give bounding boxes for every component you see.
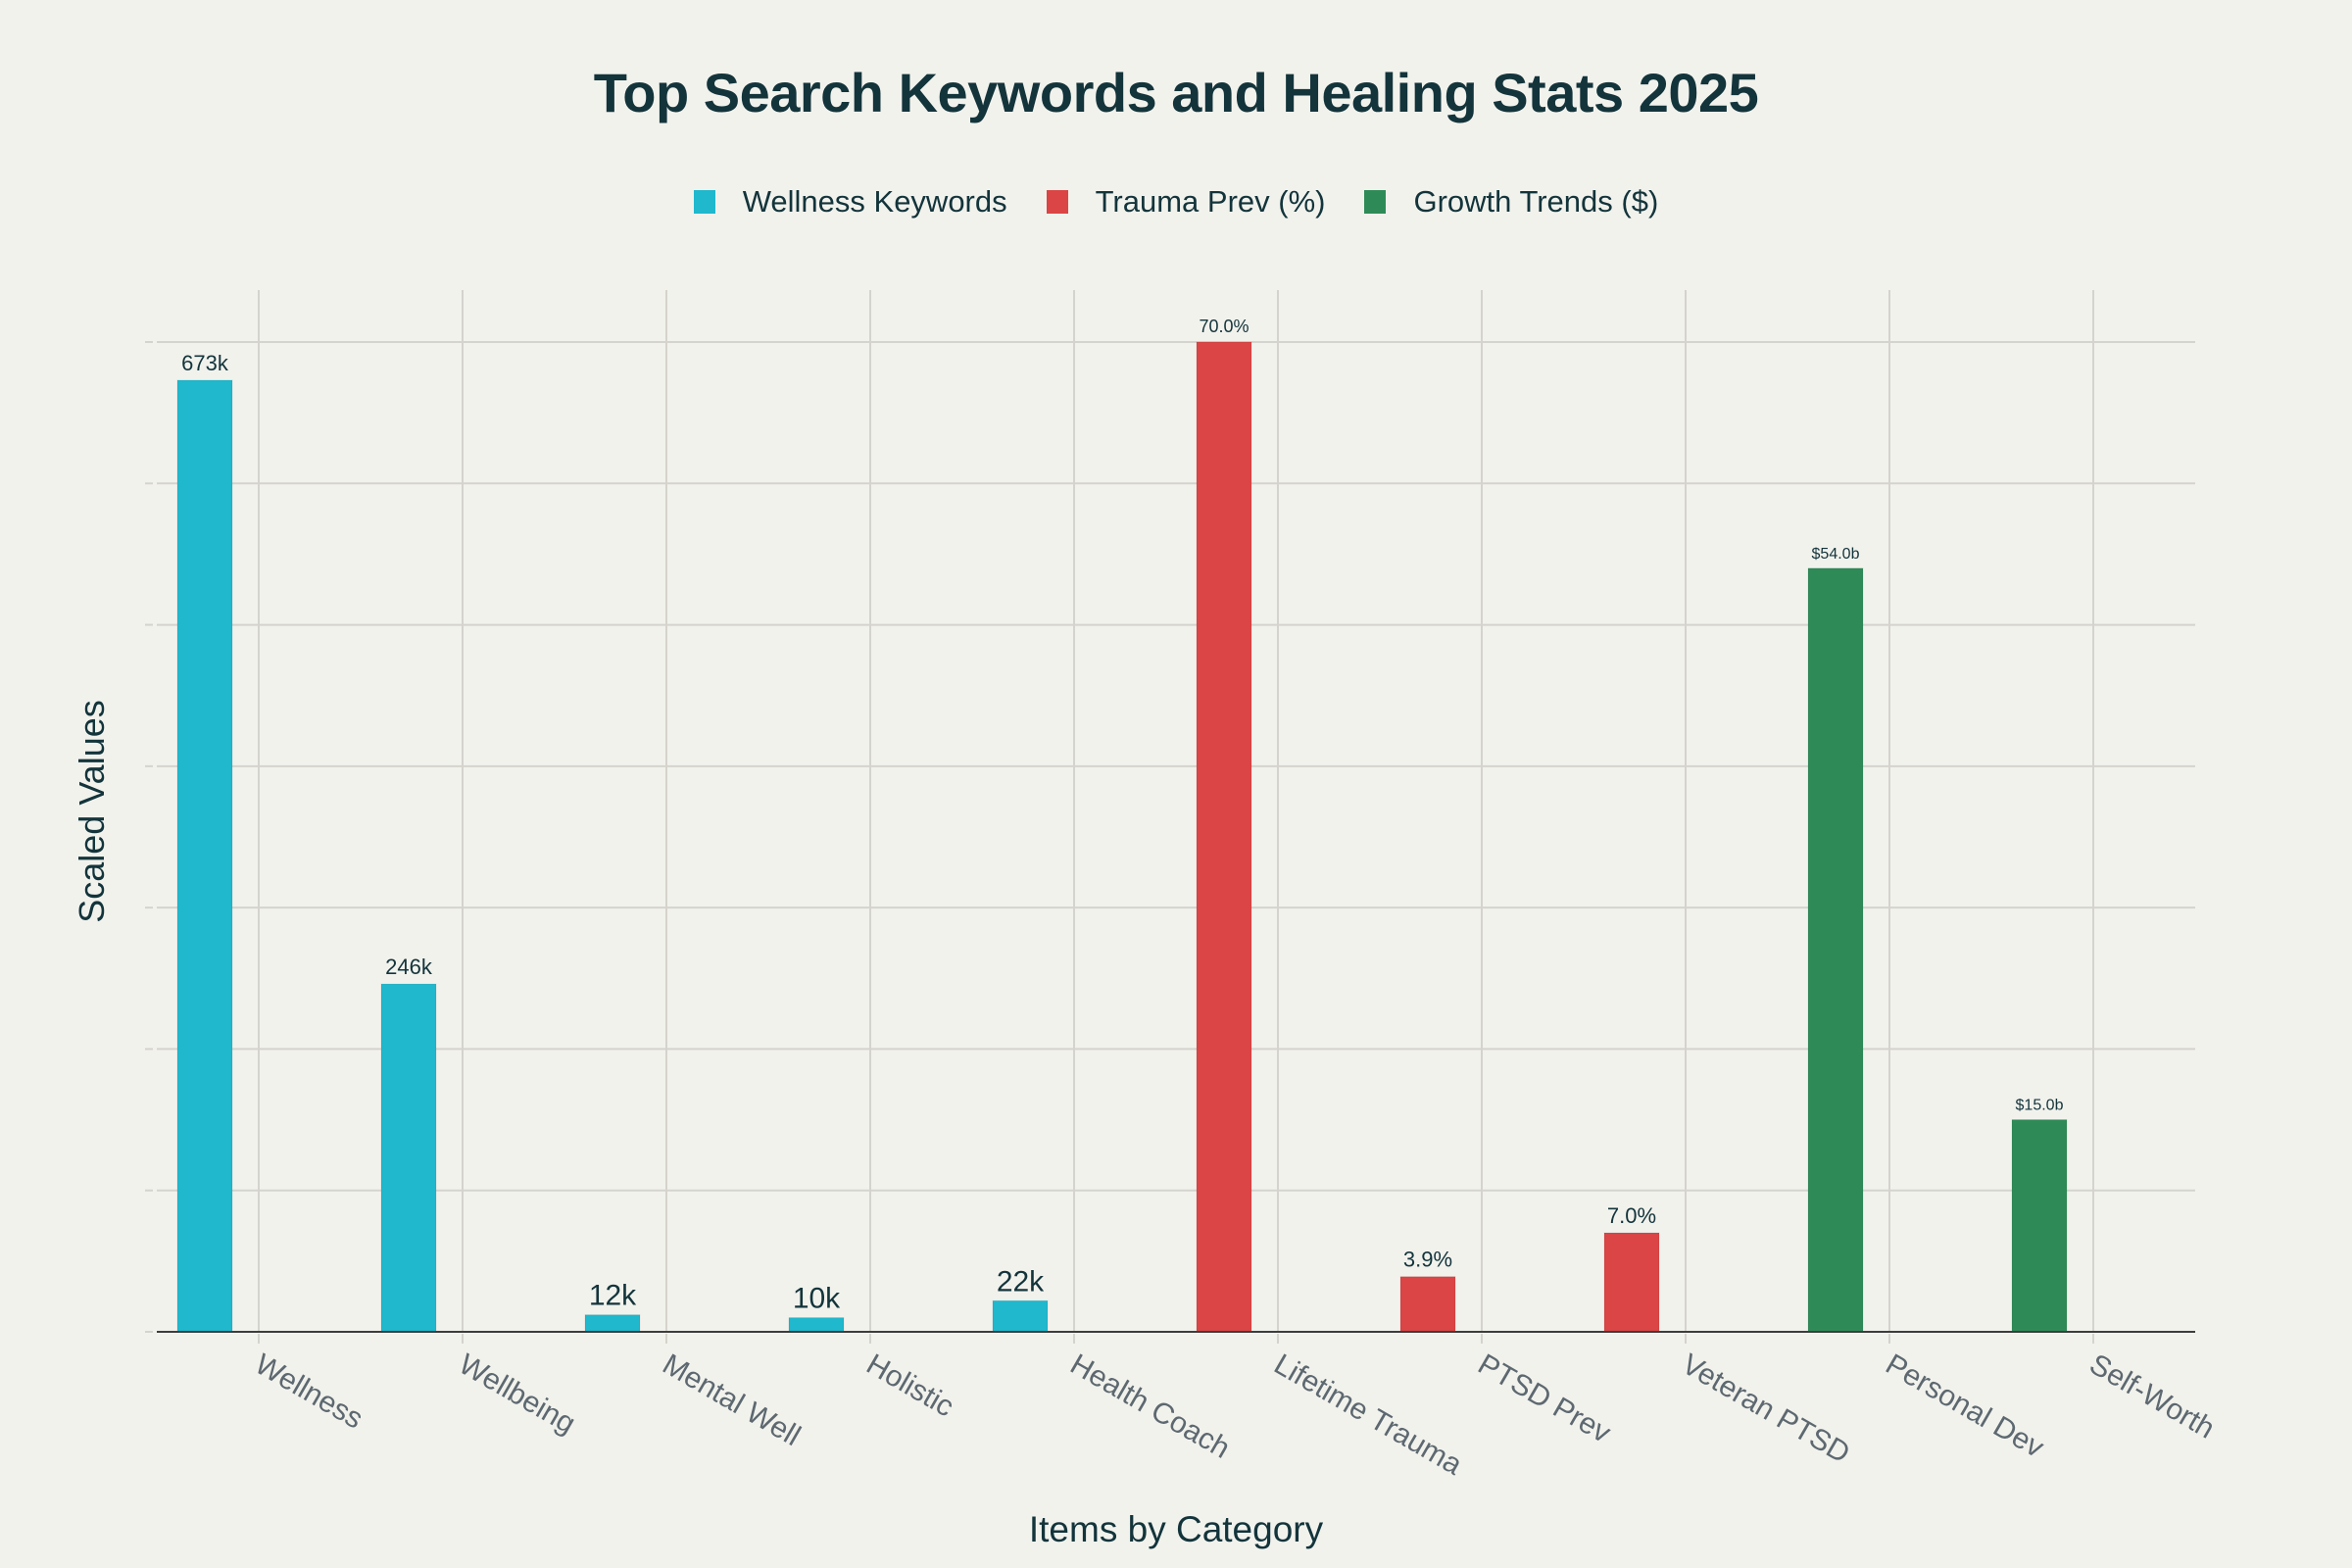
bar-personal-dev[interactable]: [1807, 567, 1864, 1333]
x-axis-title: Items by Category: [1028, 1509, 1324, 1549]
bar-wellbeing[interactable]: [380, 983, 437, 1333]
bar-value-label: 70.0%: [1199, 317, 1249, 336]
bar-value-label: $15.0b: [2016, 1098, 2064, 1114]
legend-item-growth-trends[interactable]: Growth Trends ($): [1364, 184, 1658, 220]
bar-wellness[interactable]: [176, 379, 233, 1333]
x-tick-label: Self-Worth: [2084, 1348, 2221, 1445]
legend-swatch-growth-trends: [1364, 190, 1387, 214]
legend-item-trauma-prev[interactable]: Trauma Prev (%): [1046, 184, 1326, 220]
legend-label: Trauma Prev (%): [1095, 184, 1326, 219]
x-tick-labels: Wellness Wellbeing Mental Well Holistic Heal…: [250, 1348, 2221, 1481]
bar-veteran-ptsd[interactable]: [1603, 1232, 1660, 1333]
x-tick-label: Wellbeing: [454, 1348, 581, 1440]
bar-ptsd-prev[interactable]: [1399, 1276, 1456, 1333]
legend: Wellness Keywords Trauma Prev (%) Growth…: [0, 184, 2352, 220]
legend-swatch-wellness-keywords: [693, 190, 715, 214]
legend-label: Growth Trends ($): [1413, 184, 1659, 219]
x-tick-label: Veteran PTSD: [1677, 1348, 1856, 1469]
gridlines: [145, 290, 2195, 1344]
bars: 673k 246k 12k 10k 22k 70.0% 3.9% 7.0% $54.0b $15.…: [176, 317, 2068, 1333]
y-axis-title: Scaled Values: [72, 700, 112, 923]
chart-title: Top Search Keywords and Healing Stats 20…: [593, 62, 1759, 123]
bar-self-worth[interactable]: [2011, 1119, 2068, 1333]
x-tick-label: Personal Dev: [1881, 1348, 2049, 1464]
bar-lifetime-trauma[interactable]: [1196, 341, 1252, 1333]
bar-value-label: $54.0b: [1812, 546, 1860, 563]
x-tick-label: Mental Well: [658, 1348, 807, 1452]
bar-value-label: 246k: [385, 955, 433, 979]
x-tick-label: PTSD Prev: [1473, 1348, 1616, 1449]
bar-mental-well[interactable]: [584, 1314, 641, 1333]
bar-value-label: 3.9%: [1403, 1248, 1452, 1272]
legend-swatch-trauma-prev: [1046, 190, 1068, 214]
legend-item-wellness-keywords[interactable]: Wellness Keywords: [693, 184, 1007, 220]
x-tick-label: Health Coach: [1065, 1348, 1236, 1464]
bar-value-label: 12k: [589, 1280, 637, 1312]
bar-value-label: 10k: [793, 1283, 841, 1315]
bar-health-coach[interactable]: [992, 1299, 1049, 1333]
bar-value-label: 673k: [181, 351, 229, 375]
x-tick-label: Lifetime Trauma: [1269, 1348, 1468, 1481]
x-tick-label: Wellness: [250, 1348, 368, 1435]
bar-value-label: 22k: [997, 1265, 1045, 1298]
x-tick-label: Holistic: [861, 1348, 959, 1423]
bar-holistic[interactable]: [788, 1317, 845, 1333]
legend-label: Wellness Keywords: [742, 184, 1007, 219]
bar-value-label: 7.0%: [1607, 1203, 1656, 1228]
